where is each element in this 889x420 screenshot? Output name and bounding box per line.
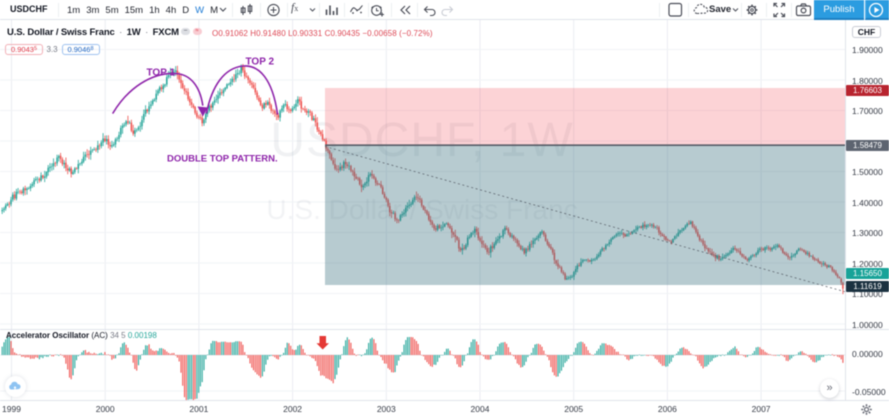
- svg-text:TOP 2: TOP 2: [246, 57, 275, 68]
- svg-text:USDCHF, 1W: USDCHF, 1W: [270, 114, 573, 167]
- svg-text:TOP 1: TOP 1: [147, 68, 176, 79]
- svg-text:DOUBLE TOP PATTERN.: DOUBLE TOP PATTERN.: [167, 154, 278, 165]
